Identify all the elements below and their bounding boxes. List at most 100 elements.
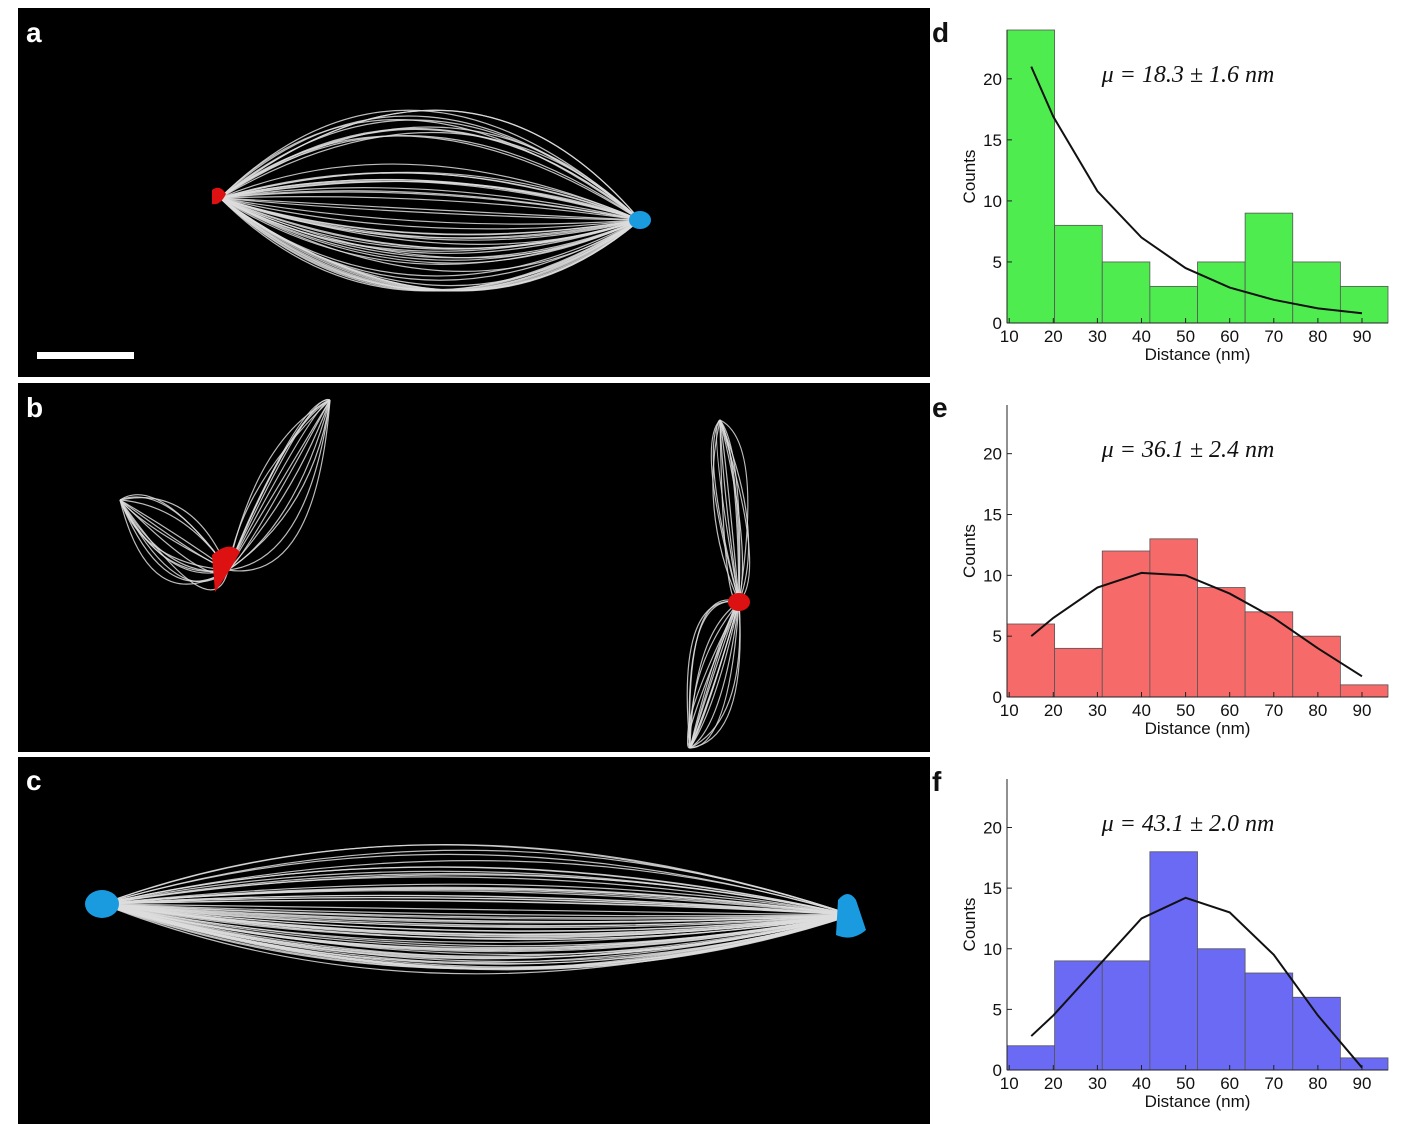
fiber xyxy=(689,601,740,749)
fiber xyxy=(219,171,641,221)
fiber xyxy=(219,197,641,250)
x-tick-label: 10 xyxy=(1000,701,1019,720)
fiber xyxy=(101,903,853,936)
fit-curve xyxy=(1030,66,1363,315)
x-tick-label: 50 xyxy=(1176,327,1195,346)
fiber xyxy=(219,119,641,221)
fiber xyxy=(219,132,641,221)
y-tick-label: 10 xyxy=(983,192,1002,211)
fiber xyxy=(219,197,641,221)
fiber xyxy=(101,903,853,968)
bar xyxy=(1339,684,1389,698)
x-tick-label: 50 xyxy=(1176,1074,1195,1093)
fiber xyxy=(227,399,331,571)
fiber xyxy=(219,197,641,265)
fiber xyxy=(101,903,853,957)
x-tick-label: 70 xyxy=(1264,327,1283,346)
panel-letter: e xyxy=(932,392,948,423)
bar xyxy=(1101,261,1151,324)
micrograph-a xyxy=(18,8,930,377)
fiber xyxy=(719,419,740,603)
x-tick-label: 70 xyxy=(1264,701,1283,720)
x-tick-label: 90 xyxy=(1353,327,1372,346)
y-axis-label: Counts xyxy=(960,150,979,204)
fiber xyxy=(101,886,853,916)
fit-curve xyxy=(1030,896,1363,1069)
fiber xyxy=(719,419,740,603)
fiber xyxy=(227,399,331,572)
fiber xyxy=(219,197,641,261)
x-tick-label: 80 xyxy=(1308,701,1327,720)
fiber xyxy=(101,903,853,940)
x-tick-label: 70 xyxy=(1264,1074,1283,1093)
micrograph-c xyxy=(18,757,930,1124)
bar xyxy=(1149,285,1198,324)
x-axis-label: Distance (nm) xyxy=(1145,719,1251,738)
y-tick-label: 15 xyxy=(983,879,1002,898)
fiber xyxy=(101,903,853,970)
y-tick-label: 0 xyxy=(993,1061,1002,1080)
bar xyxy=(1197,948,1246,1071)
fiber xyxy=(712,419,740,603)
fiber xyxy=(689,601,740,749)
panel-letter: f xyxy=(932,766,942,797)
micrograph-b xyxy=(18,383,930,752)
fiber xyxy=(227,399,331,571)
y-tick-label: 15 xyxy=(983,131,1002,150)
bar xyxy=(1054,647,1103,698)
fiber xyxy=(219,197,641,264)
fiber xyxy=(101,903,853,916)
fiber xyxy=(101,872,853,916)
x-tick-label: 10 xyxy=(1000,327,1019,346)
x-tick-label: 10 xyxy=(1000,1074,1019,1093)
fiber xyxy=(119,499,229,571)
panel-letter: b xyxy=(26,392,43,423)
bar xyxy=(1006,29,1056,324)
fiber xyxy=(101,903,853,960)
fit-curve xyxy=(1030,571,1363,678)
fiber xyxy=(219,197,641,272)
fiber xyxy=(101,903,853,958)
x-tick-label: 30 xyxy=(1088,327,1107,346)
fiber xyxy=(101,876,853,916)
fiber xyxy=(101,903,853,953)
fiber xyxy=(219,197,641,291)
pole-blue xyxy=(85,890,119,918)
bar xyxy=(1101,960,1151,1071)
fiber xyxy=(219,127,641,221)
fiber xyxy=(101,894,853,916)
y-tick-label: 0 xyxy=(993,688,1002,707)
fibers xyxy=(101,109,853,975)
y-tick-label: 0 xyxy=(993,314,1002,333)
pole-blue xyxy=(629,211,651,229)
x-tick-label: 30 xyxy=(1088,1074,1107,1093)
fiber xyxy=(219,197,641,225)
bar xyxy=(1197,261,1246,324)
y-tick-label: 5 xyxy=(993,627,1002,646)
x-tick-label: 90 xyxy=(1353,701,1372,720)
fiber xyxy=(101,883,853,916)
x-axis-label: Distance (nm) xyxy=(1145,1092,1251,1111)
fiber xyxy=(219,163,641,221)
fiber xyxy=(219,190,641,221)
fiber xyxy=(719,419,749,603)
fiber xyxy=(689,601,740,749)
fiber xyxy=(219,180,641,221)
fiber xyxy=(219,196,641,221)
bar xyxy=(1149,538,1198,698)
panel-letter: d xyxy=(932,17,949,48)
y-tick-label: 10 xyxy=(983,940,1002,959)
fiber xyxy=(687,601,740,749)
fiber xyxy=(219,109,641,221)
fiber xyxy=(101,903,853,917)
fiber xyxy=(119,499,229,585)
x-tick-label: 60 xyxy=(1220,701,1239,720)
bar xyxy=(1054,224,1103,324)
y-tick-label: 10 xyxy=(983,566,1002,585)
fiber xyxy=(227,399,331,571)
fiber xyxy=(101,903,853,920)
fiber xyxy=(219,197,641,221)
fiber xyxy=(101,849,853,916)
fiber xyxy=(119,499,229,571)
